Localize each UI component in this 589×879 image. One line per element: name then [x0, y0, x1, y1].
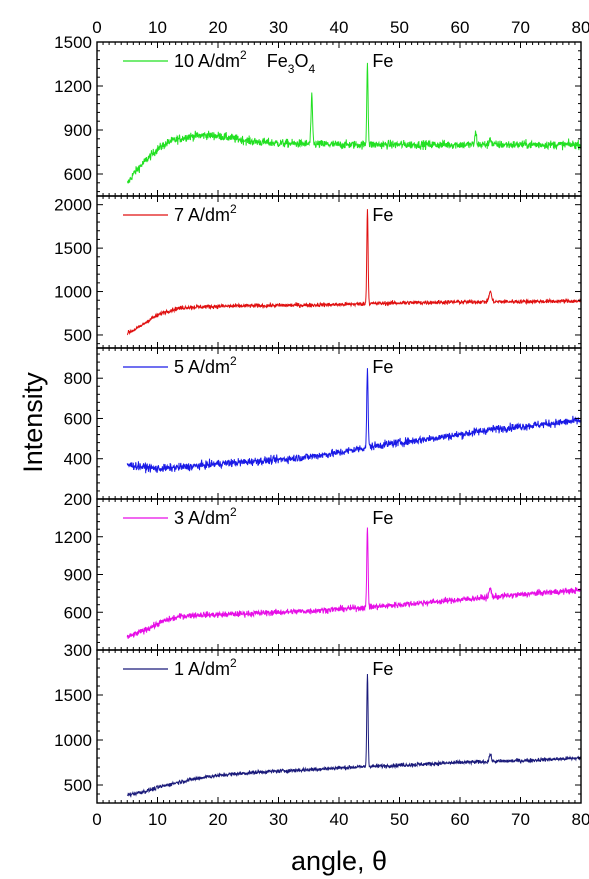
panel-frame [96, 649, 582, 804]
x-tick-label-bottom: 60 [451, 810, 470, 829]
y-tick-label: 500 [64, 776, 92, 795]
series-line [126, 674, 581, 799]
x-tick-label-bottom: 50 [390, 810, 409, 829]
panel-2: 500 1000 1500 2000 7 A/dm2 Fe [54, 195, 582, 349]
series-line [126, 209, 581, 336]
x-tick-label-top: 60 [451, 18, 470, 37]
x-tick-label-top: 20 [209, 18, 228, 37]
y-tick-label: 800 [64, 369, 92, 388]
y-tick-label: 1000 [54, 731, 92, 750]
x-tick-label-bottom: 80 [572, 810, 589, 829]
panel-frame [96, 41, 582, 197]
x-tick-label-top: 50 [390, 18, 409, 37]
y-tick-label: 300 [64, 641, 92, 660]
x-tick-label-top: 80 [572, 18, 589, 37]
panel-4: 300 600 900 1200 3 A/dm2 Fe [54, 498, 582, 660]
y-tick-label: 1500 [54, 33, 92, 52]
series-line [126, 368, 581, 474]
x-tick-label-top: 10 [148, 18, 167, 37]
x-tick-label-bottom: 0 [92, 810, 101, 829]
y-tick-label: 900 [64, 121, 92, 140]
y-tick-label: 600 [64, 409, 92, 428]
x-tick-label-top: 30 [269, 18, 288, 37]
y-tick-label: 1500 [54, 239, 92, 258]
peak-label: Fe [372, 51, 393, 71]
x-tick-label-top: 40 [330, 18, 349, 37]
x-tick-label-bottom: 10 [148, 810, 167, 829]
y-tick-label: 600 [64, 603, 92, 622]
y-tick-label: 1500 [54, 686, 92, 705]
x-tick-label-bottom: 30 [269, 810, 288, 829]
legend-label: 5 A/dm2 [174, 354, 237, 377]
panels-layer: 600 900 1200 1500 10 A/dm2 Fe3O4 Fe 500 1000 1500… [54, 33, 582, 804]
series-line [126, 527, 581, 639]
x-tick-label-bottom: 40 [330, 810, 349, 829]
peak-label: Fe3O4 [267, 51, 316, 76]
y-tick-label: 900 [64, 566, 92, 585]
y-tick-label: 400 [64, 450, 92, 469]
x-tick-label-bottom: 20 [209, 810, 228, 829]
legend-label: 7 A/dm2 [174, 202, 237, 225]
y-tick-label: 600 [64, 165, 92, 184]
y-tick-label: 200 [64, 490, 92, 509]
legend-label: 1 A/dm2 [174, 656, 237, 679]
panel-3: 200 400 600 800 5 A/dm2 Fe [64, 347, 582, 509]
legend-label: 3 A/dm2 [174, 505, 237, 528]
y-tick-label: 1200 [54, 528, 92, 547]
x-axis-bottom-tick-labels: 0 10 20 30 40 50 60 70 80 [92, 810, 589, 829]
y-tick-label: 1200 [54, 77, 92, 96]
x-tick-label-bottom: 70 [511, 810, 530, 829]
y-tick-label: 2000 [54, 196, 92, 215]
peak-label: Fe [372, 659, 393, 679]
y-tick-label: 500 [64, 326, 92, 345]
peak-label: Fe [372, 205, 393, 225]
x-tick-label-top: 0 [92, 18, 101, 37]
panel-frame [96, 347, 582, 500]
peak-label: Fe [372, 357, 393, 377]
panel-frame [96, 195, 582, 349]
series-line [127, 62, 581, 184]
x-axis-top-tick-labels: 0 10 20 30 40 50 60 70 80 [92, 18, 589, 37]
panel-frame [96, 498, 582, 651]
peak-label: Fe [372, 508, 393, 528]
panel-5: 500 1000 1500 1 A/dm2 Fe [54, 649, 582, 804]
panel-1: 600 900 1200 1500 10 A/dm2 Fe3O4 Fe [54, 33, 582, 197]
legend-label: 10 A/dm2 [174, 48, 247, 71]
y-tick-label: 1000 [54, 283, 92, 302]
x-tick-label-top: 70 [511, 18, 530, 37]
x-axis-title: angle, θ [291, 846, 387, 876]
y-axis-title: Intensity [18, 372, 48, 473]
